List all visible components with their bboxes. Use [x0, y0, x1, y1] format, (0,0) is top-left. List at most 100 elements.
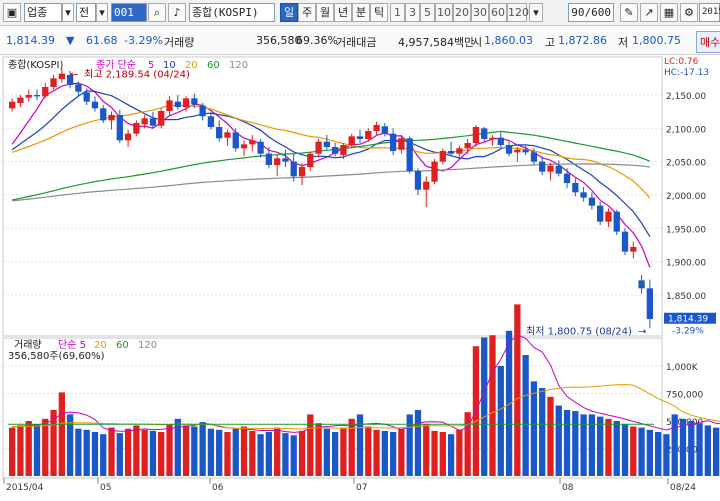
chevron-down-icon[interactable]: ▾ [96, 3, 108, 22]
volume-bar [605, 418, 612, 476]
price-legend-label: 종가 단순 [96, 59, 136, 71]
minute-button-60[interactable]: 60 [489, 3, 507, 22]
volume-bar [464, 412, 471, 476]
price-panel-frame [2, 56, 663, 337]
candle-body [514, 149, 521, 153]
chart-window-icon[interactable]: ▣ [3, 3, 21, 22]
volume-bar [630, 426, 637, 476]
minute-button-1[interactable]: 1 [390, 3, 405, 22]
date-field[interactable]: 2015 [699, 3, 720, 22]
period-tab-minute[interactable]: 분 [352, 3, 370, 22]
candle-body [464, 143, 471, 149]
volume-bar [58, 392, 65, 476]
candle-body [522, 149, 529, 153]
volume-legend: 거래량 단순 5 20 60 120 [14, 339, 157, 351]
chevron-down-icon[interactable]: ▾ [62, 3, 74, 22]
candle-body [423, 181, 430, 190]
candle-body [323, 141, 331, 147]
speaker-icon[interactable]: ♪ [168, 3, 186, 22]
volume-bar [646, 429, 654, 476]
volume-bar [696, 423, 703, 476]
candle-body [42, 87, 49, 97]
candle-body [174, 101, 181, 107]
period-tab-week[interactable]: 주 [298, 3, 316, 22]
volume-bar [274, 427, 281, 476]
volume-tick-label: 750,000 [666, 391, 703, 401]
market-select[interactable]: 업종 [24, 3, 62, 22]
code-input[interactable]: 001 [111, 3, 147, 22]
max-price-annotation: 최고 2,189.54 (04/24) [84, 69, 190, 81]
volume-bar [199, 422, 206, 476]
volume-bar [373, 429, 380, 476]
price-legend-item: 20 [185, 60, 198, 71]
candle-body [472, 127, 480, 143]
volume-bar [547, 396, 554, 476]
search-icon[interactable]: ⌕ [148, 3, 166, 22]
period-tab-month[interactable]: 월 [316, 3, 334, 22]
range-select[interactable]: 전 [76, 3, 96, 22]
candle-body [33, 95, 41, 97]
candle-body [630, 247, 637, 252]
settings-icon[interactable]: ⚙ [680, 3, 698, 22]
minute-button-5[interactable]: 5 [420, 3, 435, 22]
axis-labels: 2015/04 05 06 07 08 08/24 [3, 478, 696, 493]
candle-body [489, 137, 496, 139]
price-legend-item: 10 [163, 60, 176, 71]
volume-bar [688, 421, 695, 476]
candle-body [530, 152, 538, 162]
volume-bar [25, 421, 32, 476]
volume-bar [207, 428, 215, 476]
minute-button-20[interactable]: 20 [453, 3, 471, 22]
volume-bar [356, 414, 364, 476]
minute-button-30[interactable]: 30 [471, 3, 489, 22]
candle-body [249, 140, 256, 145]
buy-button[interactable]: 매수 [696, 31, 720, 53]
volume-bar [249, 430, 256, 476]
count-field[interactable]: 90/600 [568, 3, 614, 22]
volume-bar [75, 428, 82, 476]
trend-icon[interactable]: ↗ [640, 3, 658, 22]
candle-body [605, 211, 612, 222]
minute-button-10[interactable]: 10 [435, 3, 453, 22]
price-legend-item: 60 [207, 60, 220, 71]
volume-bar [340, 427, 347, 476]
chevron-down-icon[interactable]: ▾ [529, 3, 543, 22]
period-tab-year[interactable]: 년 [334, 3, 352, 22]
minute-button-3[interactable]: 3 [405, 3, 420, 22]
volume-bar [489, 335, 496, 476]
candle-body [274, 158, 281, 165]
volume-bar [174, 418, 181, 476]
volume-legend-item: 120 [138, 340, 157, 351]
chart-svg[interactable]: 2,150.00 2,100.00 2,050.00 2,000.00 1,950.00… [0, 56, 720, 498]
period-tab-tick[interactable]: 틱 [370, 3, 388, 22]
chart-area[interactable]: 2,150.00 2,100.00 2,050.00 2,000.00 1,950.00… [0, 56, 720, 498]
volume-bar [522, 355, 529, 476]
candle-body [224, 132, 231, 138]
grid-icon[interactable]: ▦ [660, 3, 678, 22]
volume-bar [42, 418, 49, 476]
low-value: 1,800.75 [632, 34, 681, 47]
candle-body [290, 161, 297, 177]
volume-bar [91, 432, 99, 476]
candle-body [365, 131, 372, 139]
x-tick-label: 08 [562, 483, 574, 493]
down-arrow-icon: ▼ [66, 34, 75, 47]
candle-body [83, 92, 90, 102]
volume-bar [613, 421, 620, 476]
volume-bar [315, 423, 322, 476]
candle-body [398, 138, 405, 150]
volume-bar [265, 432, 273, 476]
period-tab-day[interactable]: 일 [280, 3, 298, 22]
volume-bar [133, 425, 140, 476]
minute-button-120[interactable]: 120 [507, 3, 529, 22]
candle-body [572, 183, 579, 193]
candle-body [381, 126, 388, 134]
volume-bar [224, 432, 231, 476]
x-tick-label: 2015/04 [6, 483, 44, 493]
candle-body [100, 108, 107, 121]
volume-bar [389, 432, 397, 476]
volume-bar [216, 429, 223, 476]
volume-bar [182, 425, 190, 476]
volume-bar [191, 426, 198, 476]
tool-icon[interactable]: ✎ [620, 3, 638, 22]
